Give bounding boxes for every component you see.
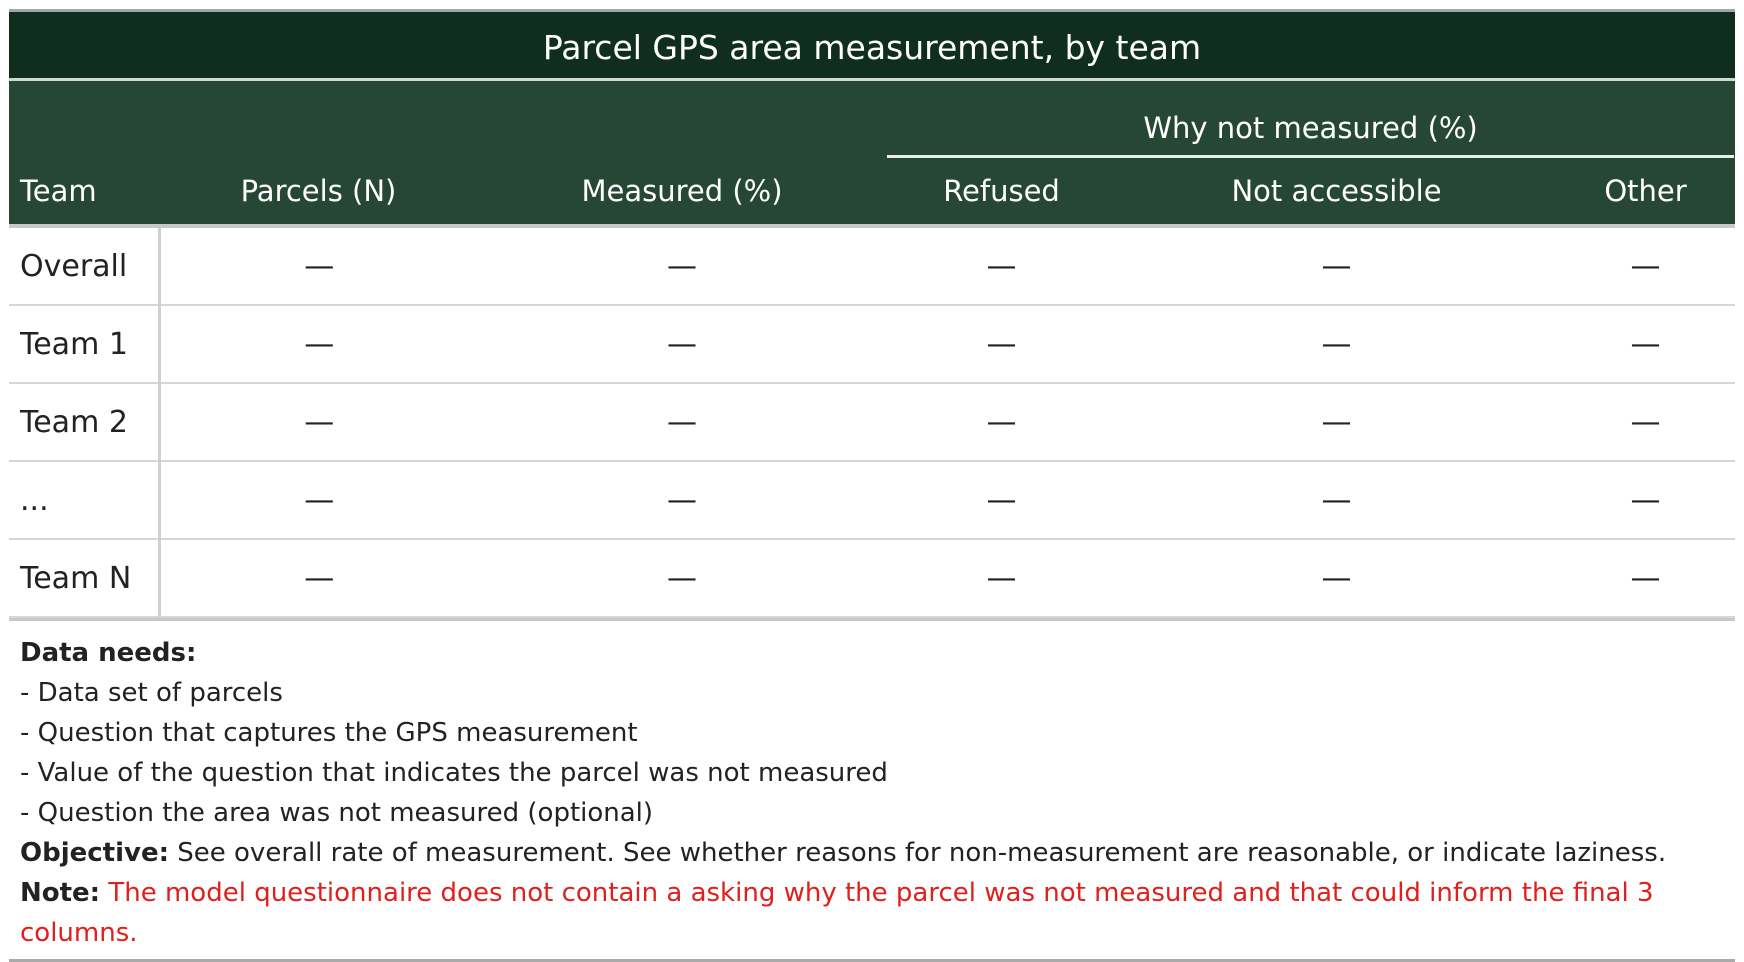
table-row: Team N — — — — — [9, 539, 1736, 618]
column-header: Not accessible [1117, 158, 1557, 226]
cell: — [1556, 224, 1736, 306]
cell: — [1556, 461, 1736, 540]
table-row: ... — — — — — [9, 461, 1736, 540]
row-label: Team 2 [9, 383, 161, 462]
column-header: Measured (%) [478, 158, 887, 226]
cell: — [478, 383, 887, 462]
label: Data needs: [20, 638, 197, 668]
cell: — [1117, 224, 1557, 306]
cell: — [886, 224, 1118, 306]
note-label: Note: [20, 878, 101, 908]
column-header-row: Team Parcels (N) Measured (%) Refused Not ac… [9, 158, 1736, 226]
cell: — [159, 383, 478, 462]
column-header: Team [9, 158, 159, 226]
cell: — [478, 305, 887, 384]
cell: — [1556, 305, 1736, 384]
page: {"header": {"title": "Parcel GPS area me… [9, 9, 1736, 962]
table-card: Parcel GPS area measurement, by team Why… [9, 9, 1736, 962]
data-need-item: - Question the area was not measured (op… [20, 798, 654, 828]
cell: — [1556, 539, 1736, 618]
cell: — [478, 461, 887, 540]
cell: — [886, 305, 1118, 384]
cell: — [159, 461, 478, 540]
row-label: ... [9, 461, 161, 540]
cell: — [886, 461, 1118, 540]
row-label: Overall [9, 224, 161, 306]
note: Note: The model questionnaire does not c… [20, 873, 1724, 953]
cell: — [159, 224, 478, 306]
cell: — [886, 383, 1118, 462]
header-spacer [9, 81, 887, 158]
table-body: Overall — — — — — Team 1— — — — — Team 2— — — — —... — — —… [9, 224, 1736, 618]
table-head: Why not measured (%) Team Parcels (N) Meas… [9, 81, 1736, 226]
data-need-item: - Question that captures the GPS measure… [20, 718, 638, 748]
cell: — [1117, 305, 1557, 384]
notes: Data needs: - Data set of parcels - Quest… [9, 618, 1735, 962]
objective-label: Objective: [20, 838, 169, 868]
data-need-item: - Data set of parcels [20, 678, 283, 708]
cell: — [886, 539, 1118, 618]
cell: — [478, 224, 887, 306]
group-header-text: Why not measured (%) [887, 111, 1735, 158]
data-needs-label: Data needs: [20, 633, 1724, 673]
objective: Objective: See overall rate of measureme… [20, 833, 1724, 873]
column-header: Refused [886, 158, 1118, 226]
group-header: Why not measured (%) [886, 81, 1736, 158]
table-row: Team 1— — — — — [9, 305, 1736, 384]
column-header: Parcels (N) [159, 158, 478, 226]
table: Why not measured (%) Team Parcels (N) Meas… [9, 81, 1736, 618]
data-needs-list: - Data set of parcels - Question that cap… [20, 673, 1724, 833]
column-header: Other [1556, 158, 1736, 226]
cell: — [1117, 383, 1557, 462]
objective-text: See overall rate of measurement. See whe… [177, 838, 1667, 868]
cell: — [1117, 539, 1557, 618]
note-text: The model questionnaire does not contain… [20, 878, 1654, 948]
cell: — [478, 539, 887, 618]
table-row: Team 2— — — — — [9, 383, 1736, 462]
table-row: Overall — — — — — [9, 224, 1736, 306]
cell: — [1556, 383, 1736, 462]
cell: — [159, 305, 478, 384]
cell: — [1117, 461, 1557, 540]
row-label: Team 1 [9, 305, 161, 384]
row-label: Team N [9, 539, 161, 618]
table-title: Parcel GPS area measurement, by team [9, 9, 1735, 81]
data-need-item: - Value of the question that indicates t… [20, 758, 888, 788]
cell: — [159, 539, 478, 618]
